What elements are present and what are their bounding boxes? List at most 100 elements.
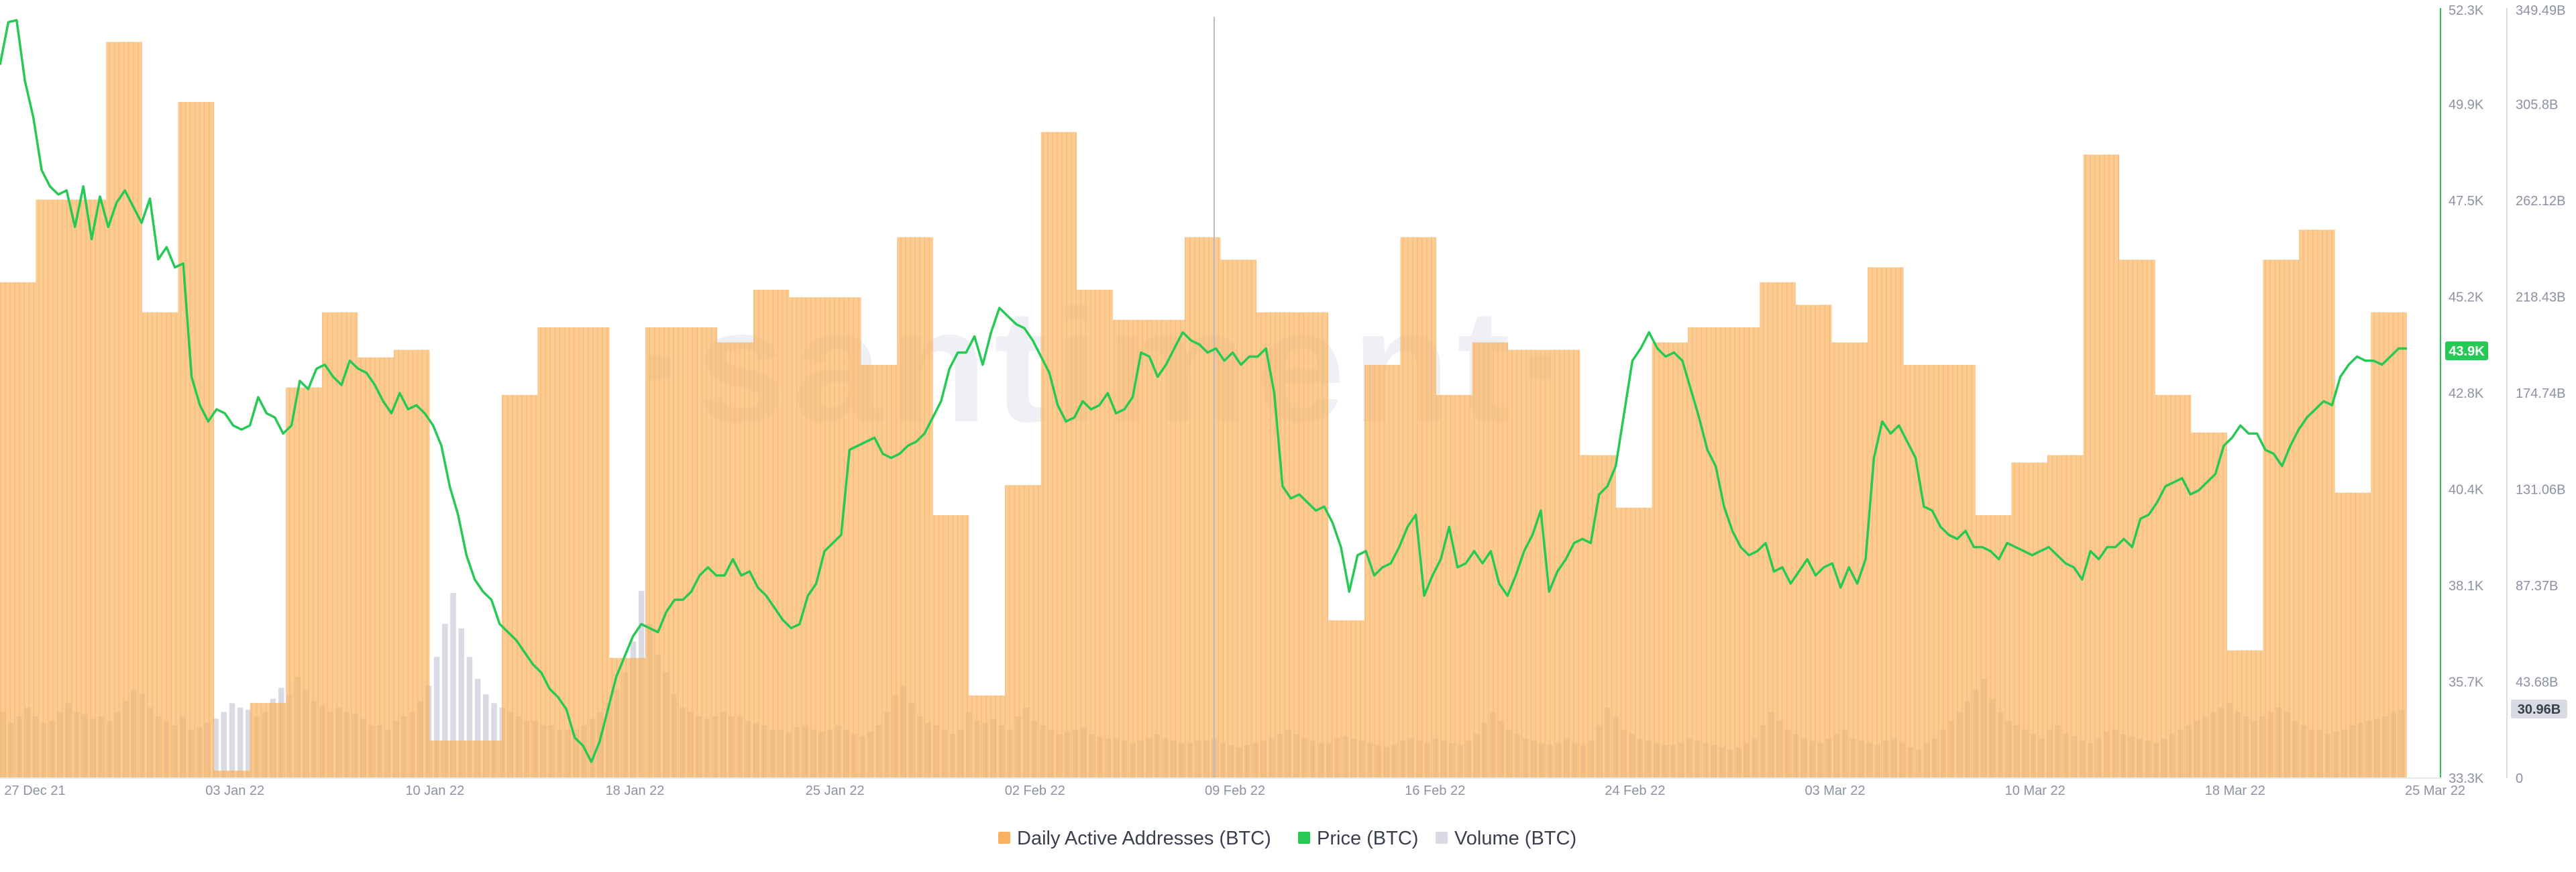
active-addresses-bar [352, 312, 354, 779]
active-addresses-bar [1847, 342, 1848, 778]
active-addresses-bar [225, 770, 227, 778]
active-addresses-bar [787, 290, 788, 778]
active-addresses-bar [2318, 229, 2320, 778]
active-addresses-bar [2320, 229, 2322, 778]
active-addresses-bar [1495, 342, 1497, 778]
active-addresses-bar [1584, 455, 1585, 778]
active-addresses-bar [1046, 131, 1047, 779]
active-addresses-bar [500, 741, 502, 778]
active-addresses-bar [34, 282, 36, 778]
active-addresses-bar [1348, 620, 1349, 778]
active-addresses-bar [2114, 154, 2116, 778]
active-addresses-bar [2259, 650, 2260, 778]
active-addresses-bar [1395, 365, 1397, 778]
active-addresses-bar [300, 387, 301, 778]
legend-item[interactable]: Daily Active Addresses (BTC) [998, 828, 1271, 849]
active-addresses-bar [2312, 229, 2313, 778]
active-addresses-bar [441, 741, 443, 778]
active-addresses-bar [1697, 327, 1699, 778]
active-addresses-bar [1244, 260, 1245, 778]
active-addresses-bar [2033, 462, 2034, 778]
active-addresses-bar [1784, 282, 1786, 778]
active-addresses-bar [1434, 237, 1435, 779]
active-addresses-bar [1998, 515, 2000, 778]
active-addresses-bar [62, 199, 64, 779]
active-addresses-bar [1247, 260, 1248, 778]
active-addresses-bar [1699, 327, 1701, 778]
active-addresses-bar [1617, 507, 1619, 778]
active-addresses-bar [673, 327, 674, 778]
active-addresses-bar [1574, 349, 1576, 778]
active-addresses-bar [1318, 312, 1320, 779]
active-addresses-bar [582, 327, 583, 778]
active-addresses-bar [1432, 237, 1434, 779]
active-addresses-bar [983, 695, 985, 778]
active-addresses-bar [292, 387, 293, 778]
active-addresses-bar [944, 515, 945, 778]
active-addresses-bar [1777, 282, 1778, 778]
active-addresses-bar [472, 741, 474, 778]
active-addresses-bar [160, 312, 161, 779]
active-addresses-bar [780, 290, 781, 778]
active-addresses-bar [1515, 349, 1516, 778]
active-addresses-bar [257, 703, 258, 778]
volume-bar [1342, 736, 1349, 778]
active-addresses-bar [1756, 327, 1758, 778]
active-addresses-bar [195, 102, 197, 778]
active-addresses-bar [1134, 319, 1136, 778]
active-addresses-bar [127, 42, 128, 778]
active-addresses-bar [847, 297, 848, 778]
active-addresses-bar [1595, 455, 1596, 778]
active-addresses-bar [896, 365, 898, 778]
active-addresses-bar [1333, 620, 1334, 778]
active-addresses-bar [106, 42, 107, 778]
price-axis-tick-label: 42.8K [2449, 386, 2484, 401]
active-addresses-bar [1093, 290, 1094, 778]
active-addresses-bar [2188, 394, 2190, 778]
active-addresses-bar [82, 199, 83, 779]
active-addresses-bar [2273, 260, 2275, 778]
x-axis-tick-label: 02 Feb 22 [1005, 783, 1065, 798]
active-addresses-bar [836, 297, 837, 778]
active-addresses-bar [1016, 485, 1018, 778]
active-addresses-bar [92, 199, 93, 779]
active-addresses-bar [2084, 154, 2085, 778]
active-addresses-bar [1706, 327, 1707, 778]
volume-bar [655, 655, 661, 778]
active-addresses-bar [508, 394, 510, 778]
active-addresses-bar [101, 199, 103, 779]
active-addresses-bar [680, 327, 682, 778]
active-addresses-bar [324, 312, 325, 779]
active-addresses-bar [1415, 237, 1416, 779]
active-addresses-bar [1891, 267, 1892, 778]
active-addresses-bar [339, 312, 341, 779]
active-addresses-bar [1788, 282, 1790, 778]
active-addresses-bar [1212, 237, 1213, 779]
active-addresses-bar [1684, 342, 1686, 778]
active-addresses-bar [1534, 349, 1535, 778]
active-addresses-bar [2335, 492, 2337, 778]
active-addresses-bar [2161, 394, 2163, 778]
active-addresses-bar [2124, 260, 2125, 778]
active-addresses-bar [971, 695, 972, 778]
active-addresses-bar [2110, 154, 2112, 778]
active-addresses-bar [203, 102, 204, 778]
volume-bar [1498, 720, 1504, 778]
active-addresses-bar [117, 42, 119, 778]
active-addresses-bar [140, 42, 142, 778]
active-addresses-bar [574, 327, 576, 778]
active-addresses-bar [1431, 237, 1432, 779]
active-addresses-bar [2398, 312, 2400, 779]
active-addresses-bar [1778, 282, 1780, 778]
active-addresses-bar [32, 282, 33, 778]
volume-bar [1858, 741, 1864, 778]
legend-item[interactable]: Volume (BTC) [1436, 828, 1576, 849]
active-addresses-bar [1678, 342, 1680, 778]
active-addresses-bar [1719, 327, 1720, 778]
legend-item[interactable]: Price (BTC) [1298, 828, 1418, 849]
active-addresses-bar [2017, 462, 2019, 778]
active-addresses-bar [1008, 485, 1010, 778]
active-addresses-bar [710, 327, 711, 778]
active-addresses-bar [1128, 319, 1130, 778]
active-addresses-bar [68, 199, 70, 779]
